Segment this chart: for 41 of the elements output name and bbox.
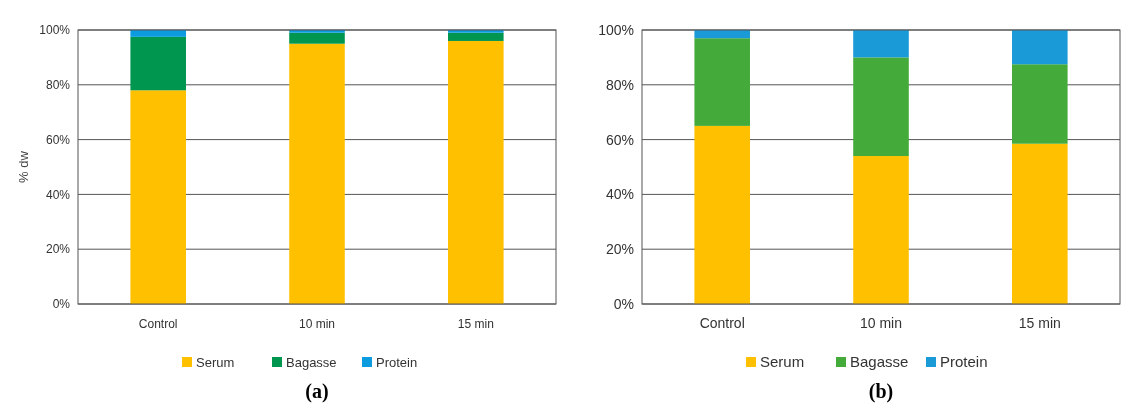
- bar: [853, 30, 909, 58]
- x-tick-label: 15 min: [1018, 315, 1061, 331]
- bar: [130, 90, 186, 304]
- legend-label: Protein: [376, 354, 418, 370]
- bar: [289, 32, 345, 44]
- y-tick-label: 60%: [45, 132, 71, 147]
- y-tick-label: 60%: [605, 131, 634, 148]
- y-tick-label: 0%: [613, 295, 634, 312]
- bar: [130, 36, 186, 91]
- y-tick-label: 40%: [45, 187, 71, 202]
- legend-label: Bagasse: [286, 354, 337, 370]
- bar: [694, 125, 750, 304]
- x-tick-label: 15 min: [457, 317, 494, 331]
- bar: [289, 43, 345, 304]
- bar: [1012, 30, 1068, 65]
- y-tick-label: 100%: [39, 23, 71, 38]
- y-tick-label: 0%: [52, 297, 71, 312]
- x-tick-label: Control: [138, 317, 178, 331]
- text: (b): [868, 380, 894, 403]
- bar: [694, 38, 750, 126]
- bar: [448, 40, 504, 304]
- legend-label: Serum: [760, 353, 805, 371]
- y-tick-label: 20%: [45, 242, 71, 257]
- bar: [1012, 143, 1068, 304]
- bar: [448, 32, 504, 41]
- y-tick-label: 20%: [605, 241, 634, 258]
- bar: [1012, 64, 1068, 144]
- x-tick-label: 10 min: [859, 315, 903, 331]
- text: (a): [305, 380, 329, 403]
- x-tick-label: Control: [699, 315, 745, 331]
- y-tick-label: 80%: [45, 78, 71, 92]
- y-tick-label: 40%: [605, 186, 634, 203]
- x-tick-label: 10 min: [298, 317, 336, 331]
- bar: [853, 156, 909, 304]
- y-axis-title: % dw: [16, 150, 31, 183]
- bar: [853, 57, 909, 157]
- y-tick-label: 80%: [605, 76, 634, 93]
- legend-label: Protein: [940, 353, 988, 371]
- y-tick-label: 100%: [598, 21, 634, 38]
- legend-label: Bagasse: [850, 353, 909, 371]
- legend-label: Serum: [196, 354, 235, 370]
